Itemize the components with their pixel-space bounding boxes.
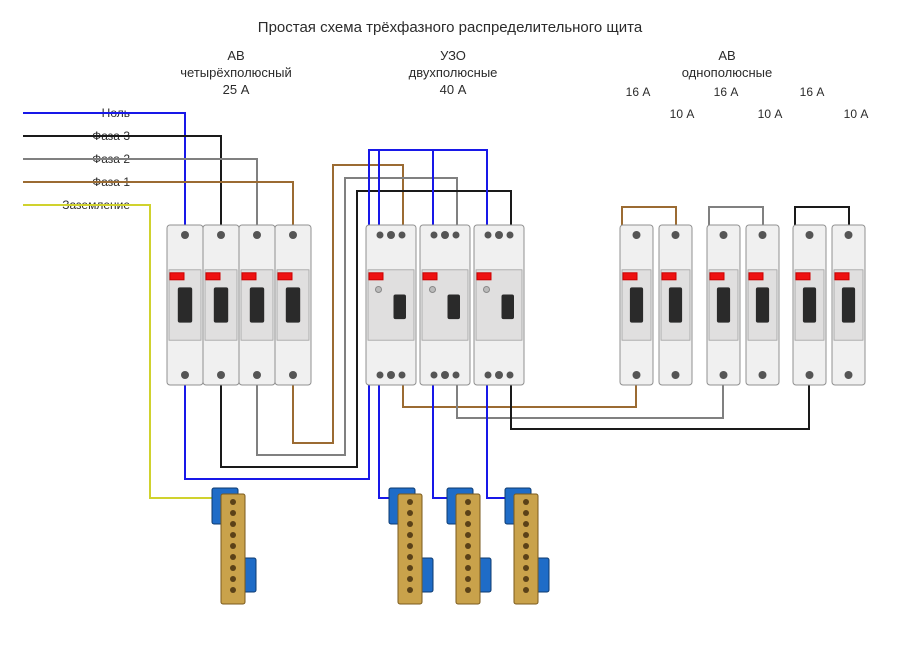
main-line3: 25 А [223,82,250,97]
rcd-line2: двухполюсные [409,65,498,80]
devices [167,225,865,385]
mcb-line1: АВ [718,48,735,63]
busbar-3 [447,488,491,604]
rcd1 [366,225,416,385]
rcd-line1: УЗО [440,48,466,63]
mcb2 [659,225,692,385]
busbar-2 [389,488,433,604]
rcd3 [474,225,524,385]
ratings: 16 А 16 А 16 А 10 А 10 А 10 А [626,85,869,121]
rating-top-1: 16 А [714,85,739,99]
rating-top-0: 16 А [626,85,651,99]
group-mcb-label: АВ однополюсные [682,48,773,80]
mcb3 [707,225,740,385]
busbars [212,488,549,604]
mcb-line2: однополюсные [682,65,773,80]
rating-bot-1: 10 А [758,107,783,121]
rcd2 [420,225,470,385]
rating-bot-0: 10 А [670,107,695,121]
main-breaker-4p [167,225,311,385]
mcb5 [793,225,826,385]
diagram-title: Простая схема трёхфазного распределитель… [258,19,643,36]
mcb6 [832,225,865,385]
rating-top-2: 16 А [800,85,825,99]
wiring-diagram: Ноль Фаза 3 Фаза 2 Фаза 1 Заземление [0,0,900,648]
group-main-label: АВ четырёхполюсный 25 А [180,48,291,97]
rcd-line3: 40 А [440,82,467,97]
group-rcd-label: УЗО двухполюсные 40 А [409,48,498,97]
busbar-4 [505,488,549,604]
mcb1 [620,225,653,385]
rating-bot-2: 10 А [844,107,869,121]
mcb4 [746,225,779,385]
busbar-1 [212,488,256,604]
main-line1: АВ [227,48,244,63]
main-line2: четырёхполюсный [180,65,291,80]
